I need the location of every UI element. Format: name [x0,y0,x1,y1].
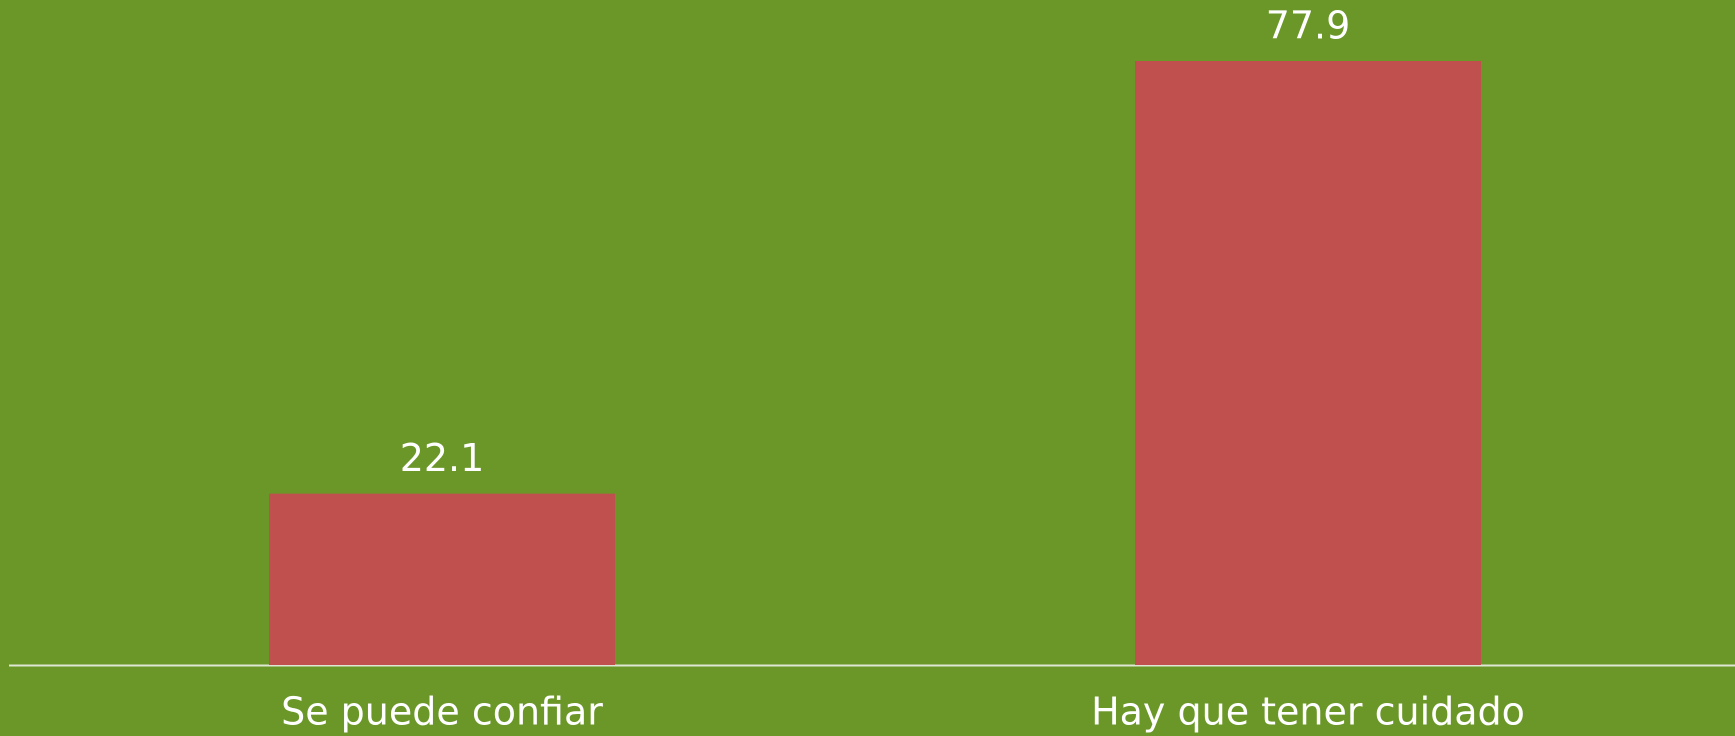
bar [1135,61,1481,665]
data-label: 22.1 [400,436,485,480]
x-tick-label: Se puede confiar [281,690,603,734]
data-label: 77.9 [1266,4,1351,48]
x-tick-label: Hay que tener cuidado [1091,690,1525,734]
bar [269,493,615,665]
